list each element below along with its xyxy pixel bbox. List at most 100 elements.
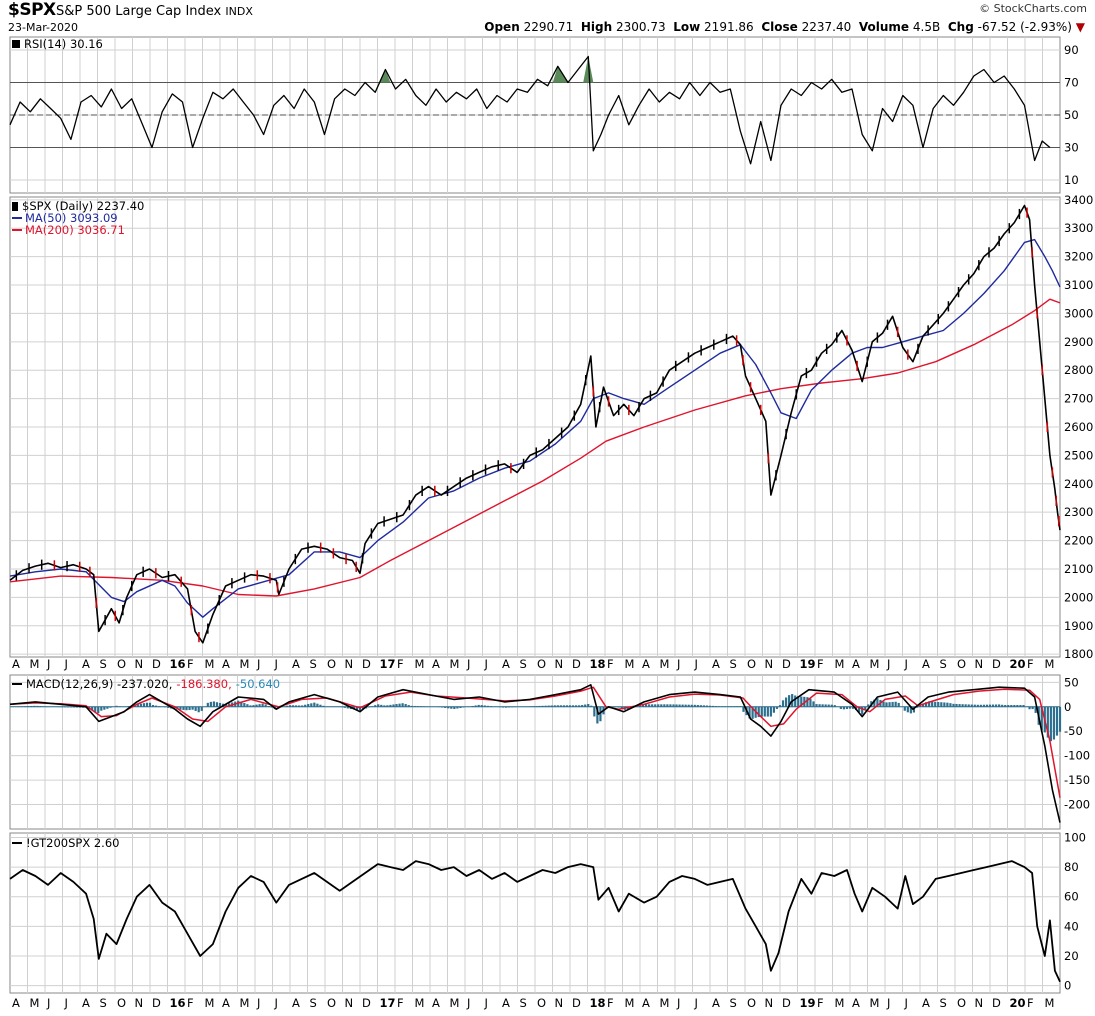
x-tick-label: 16 — [170, 996, 186, 1010]
breadth-ytick-label: 100 — [1064, 830, 1086, 844]
x-tick-label: O — [747, 996, 756, 1010]
price-ytick-label: 1900 — [1064, 619, 1093, 633]
x-tick-label: S — [310, 996, 317, 1010]
x-tick-label: A — [852, 657, 860, 671]
x-tick-label: M — [625, 996, 635, 1010]
x-tick-label: N — [345, 657, 354, 671]
down-arrow-icon: ▼ — [1075, 20, 1085, 34]
macd-signal-value: -186.380, — [176, 677, 231, 691]
x-tick-label: S — [310, 657, 317, 671]
x-tick-label: O — [327, 657, 336, 671]
low-label: Low — [673, 20, 701, 34]
x-tick-label: M — [835, 996, 845, 1010]
x-tick-label: M — [1045, 657, 1055, 671]
breadth-ytick-label: 60 — [1064, 890, 1079, 904]
x-tick-label: M — [870, 657, 880, 671]
x-tick-label: A — [82, 996, 90, 1010]
x-tick-label: D — [992, 996, 1001, 1010]
x-tick-label: A — [712, 996, 720, 1010]
price-line — [9, 204, 1061, 644]
x-tick-label: A — [222, 657, 230, 671]
close-label: Close — [761, 20, 798, 34]
x-tick-label: S — [730, 996, 737, 1010]
x-tick-label: 17 — [380, 996, 396, 1010]
x-tick-label: D — [782, 657, 791, 671]
x-tick-label: J — [46, 657, 50, 671]
x-tick-label: 20 — [1010, 657, 1026, 671]
x-tick-label: M — [450, 657, 460, 671]
x-tick-label: F — [817, 996, 824, 1010]
low-value: 2191.86 — [704, 20, 754, 34]
price-ytick-label: 3200 — [1064, 250, 1093, 264]
volume-label: Volume — [858, 20, 910, 34]
x-tick-label: O — [957, 657, 966, 671]
open-value: 2290.71 — [523, 20, 574, 34]
x-tick-label: M — [1045, 996, 1055, 1010]
index-name: S&P 500 Large Cap Index INDX — [56, 4, 253, 19]
x-tick-label: N — [555, 996, 564, 1010]
x-tick-label: J — [274, 996, 278, 1010]
x-tick-label: D — [782, 996, 791, 1010]
macd-signal-line — [9, 686, 1061, 798]
price-ytick-label: 3400 — [1064, 193, 1093, 207]
rsi-ytick-label: 30 — [1064, 141, 1079, 155]
x-tick-label: F — [607, 657, 614, 671]
x-tick-label: D — [152, 657, 161, 671]
quote-date: 23-Mar-2020 — [8, 21, 78, 34]
rsi-legend-swatch — [12, 40, 20, 48]
rsi-ytick-label: 50 — [1064, 108, 1079, 122]
x-tick-label: N — [765, 996, 774, 1010]
price-legend-swatch — [12, 202, 18, 211]
x-tick-label: O — [747, 657, 756, 671]
price-ytick-label: 2200 — [1064, 534, 1093, 548]
price-ytick-label: 3300 — [1064, 221, 1093, 235]
x-tick-label: M — [660, 657, 670, 671]
macd-hist-value: -50.640 — [236, 677, 280, 691]
breadth-ytick-label: 0 — [1064, 979, 1071, 993]
price-ytick-label: 2800 — [1064, 363, 1093, 377]
macd-ytick-label: -150 — [1064, 773, 1090, 787]
x-tick-label: A — [642, 996, 650, 1010]
x-tick-label: F — [1027, 996, 1034, 1010]
x-tick-label: N — [975, 657, 984, 671]
x-tick-label: M — [415, 996, 425, 1010]
x-tick-label: A — [432, 657, 440, 671]
macd-line — [9, 683, 1061, 823]
high-label: High — [580, 20, 613, 34]
x-tick-label: O — [117, 996, 126, 1010]
x-tick-label: S — [940, 657, 947, 671]
x-tick-label: A — [222, 996, 230, 1010]
x-tick-label: O — [957, 996, 966, 1010]
x-tick-label: 16 — [170, 657, 186, 671]
rsi-line — [9, 55, 1051, 165]
x-tick-label: J — [46, 996, 50, 1010]
x-tick-label: O — [327, 996, 336, 1010]
x-tick-label: 18 — [590, 657, 606, 671]
x-tick-label: M — [870, 996, 880, 1010]
x-tick-label: N — [555, 657, 564, 671]
x-tick-label: A — [292, 657, 300, 671]
brand-logo[interactable]: © StockCharts.com — [979, 2, 1087, 15]
x-tick-label: M — [415, 657, 425, 671]
index-name-text: S&P 500 Large Cap Index — [56, 4, 222, 19]
x-tick-label: A — [642, 657, 650, 671]
x-tick-label: A — [12, 996, 20, 1010]
x-tick-label: J — [274, 657, 278, 671]
x-tick-label: S — [100, 657, 107, 671]
symbol: $SPX — [8, 0, 56, 20]
x-tick-label: J — [904, 996, 908, 1010]
x-tick-label: F — [1027, 657, 1034, 671]
x-tick-label: F — [187, 996, 194, 1010]
exchange: INDX — [225, 5, 253, 18]
x-tick-label: D — [572, 657, 581, 671]
macd-ytick-label: -100 — [1064, 749, 1090, 763]
breadth-ytick-label: 40 — [1064, 919, 1079, 933]
x-tick-label: D — [362, 996, 371, 1010]
x-tick-label: A — [432, 996, 440, 1010]
price-ytick-label: 2400 — [1064, 477, 1093, 491]
x-tick-label: 18 — [590, 996, 606, 1010]
x-tick-label: M — [205, 996, 215, 1010]
x-tick-label: J — [64, 996, 68, 1010]
x-tick-label: J — [466, 657, 470, 671]
